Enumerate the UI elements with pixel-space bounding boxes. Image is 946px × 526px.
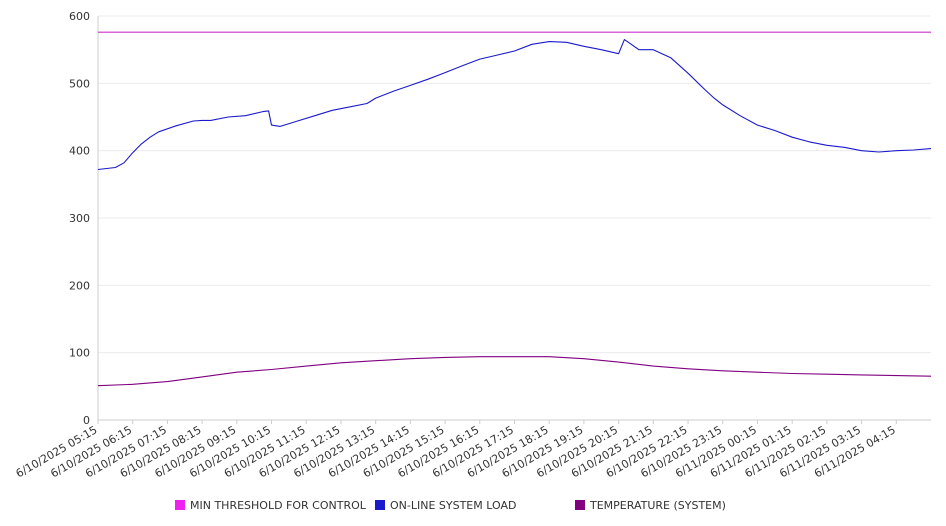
legend-swatch-min-threshold xyxy=(175,500,185,510)
legend-label-system-load: ON-LINE SYSTEM LOAD xyxy=(390,498,517,512)
series-lines xyxy=(97,31,932,387)
y-tick-label: 200 xyxy=(69,279,90,292)
legend-item-temperature: TEMPERATURE (SYSTEM) xyxy=(575,498,726,512)
y-tick-label: 100 xyxy=(69,347,90,360)
series-line-temperature xyxy=(97,356,932,387)
series-line-system-load xyxy=(97,39,932,171)
legend-label-min-threshold: MIN THRESHOLD FOR CONTROL xyxy=(190,498,366,512)
y-tick-label: 600 xyxy=(69,10,90,23)
y-axis-ticks: 0 100 200 300 400 500 600 xyxy=(69,10,90,427)
y-tick-label: 400 xyxy=(69,145,90,158)
legend-swatch-temperature xyxy=(575,500,585,510)
legend-item-system-load: ON-LINE SYSTEM LOAD xyxy=(375,498,516,512)
x-axis-ticks: 6/10/2025 05:156/10/2025 06:156/10/2025 … xyxy=(14,420,898,480)
legend-label-temperature: TEMPERATURE (SYSTEM) xyxy=(590,498,726,512)
y-tick-label: 300 xyxy=(69,212,90,225)
legend-swatch-system-load xyxy=(375,500,385,510)
y-tick-label: 500 xyxy=(69,77,90,90)
legend-item-min-threshold: MIN THRESHOLD FOR CONTROL xyxy=(175,498,366,512)
gridlines xyxy=(98,15,931,354)
legend: MIN THRESHOLD FOR CONTROL ON-LINE SYSTEM… xyxy=(0,498,946,514)
y-tick-label: 0 xyxy=(83,414,90,427)
